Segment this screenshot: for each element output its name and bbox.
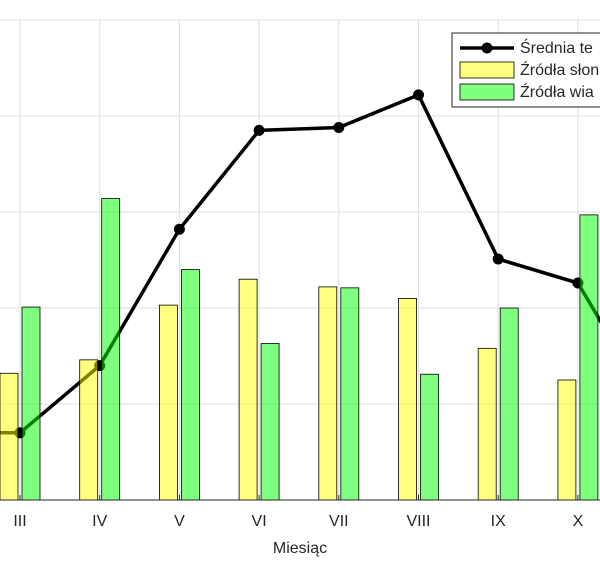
line-point xyxy=(413,89,424,101)
line-series xyxy=(0,92,600,435)
legend-label: Źródła wia xyxy=(520,82,594,101)
legend-marker xyxy=(481,42,493,54)
bar xyxy=(579,214,599,501)
x-tick-label: VI xyxy=(252,513,267,530)
x-tick-label: V xyxy=(174,513,185,530)
bar xyxy=(318,286,338,501)
bar xyxy=(557,379,577,501)
bar xyxy=(158,304,178,501)
x-tick-label: VII xyxy=(329,513,349,530)
x-tick-label: VIII xyxy=(406,513,430,530)
bar xyxy=(499,307,519,501)
x-tick-label: IV xyxy=(92,513,107,530)
x-axis-label: Miesiąc xyxy=(273,540,327,557)
bar xyxy=(0,372,19,501)
legend-label: Średnia te xyxy=(520,38,593,57)
bar xyxy=(398,297,417,501)
x-tick-label: IX xyxy=(491,513,506,530)
line-point xyxy=(333,122,345,134)
line-point xyxy=(492,253,504,265)
legend-swatch xyxy=(459,61,515,79)
bar xyxy=(101,198,121,501)
bar xyxy=(238,278,258,501)
legend: Średnia te Źródła słon Źródła wia xyxy=(451,32,600,108)
line-point xyxy=(173,223,185,235)
x-tick-label: III xyxy=(13,513,26,530)
bar xyxy=(420,373,439,501)
bar xyxy=(477,347,497,501)
line-point xyxy=(253,124,265,136)
legend-label: Źródła słon xyxy=(520,60,599,79)
bar xyxy=(260,343,280,501)
legend-swatch xyxy=(459,83,515,101)
bar xyxy=(340,287,360,501)
x-tick-label: X xyxy=(573,513,584,530)
bar xyxy=(79,359,99,501)
bar xyxy=(180,269,200,501)
bar xyxy=(21,306,41,501)
